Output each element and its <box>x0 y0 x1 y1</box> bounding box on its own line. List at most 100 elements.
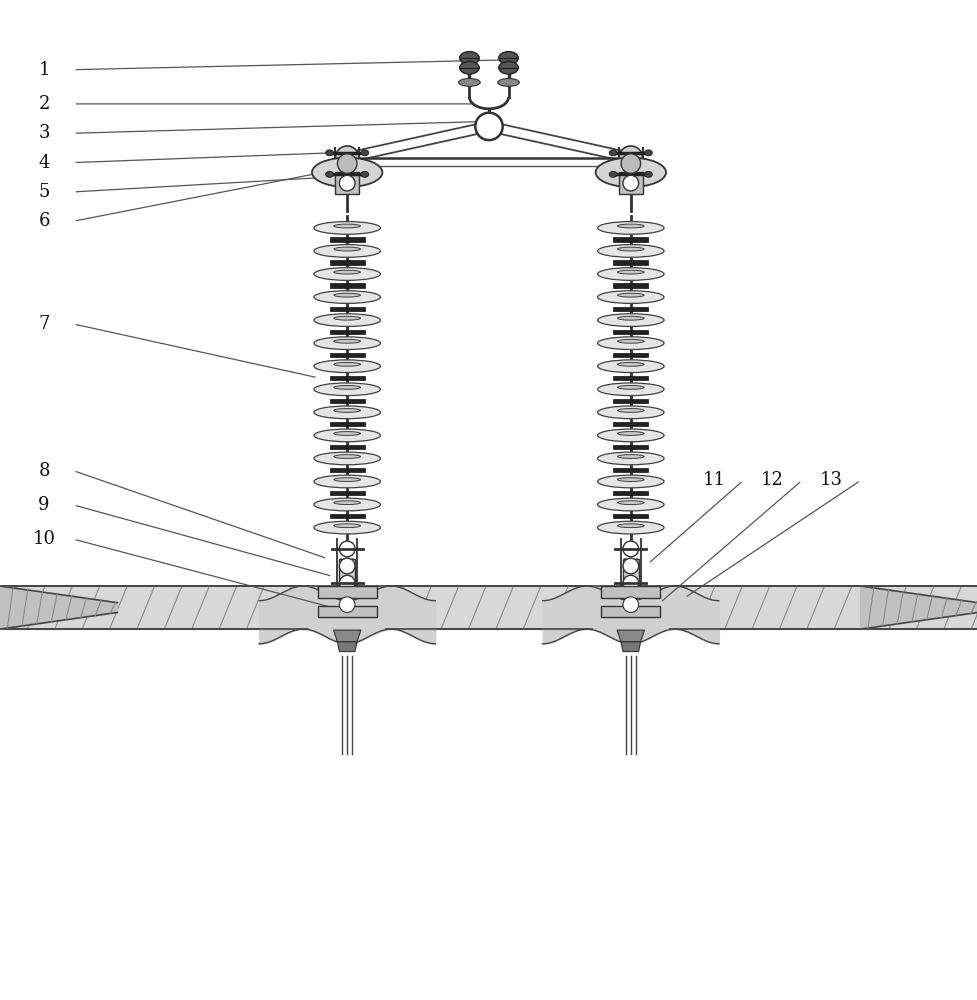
Ellipse shape <box>333 270 361 274</box>
Ellipse shape <box>314 360 380 373</box>
Ellipse shape <box>333 385 361 389</box>
Bar <box>329 399 364 403</box>
Bar <box>329 376 364 380</box>
Bar <box>329 283 364 288</box>
Bar <box>329 353 364 357</box>
Ellipse shape <box>333 524 361 528</box>
Text: 10: 10 <box>32 530 56 548</box>
Polygon shape <box>620 642 640 652</box>
Circle shape <box>622 575 638 591</box>
Ellipse shape <box>597 521 663 534</box>
Bar <box>613 468 648 472</box>
Ellipse shape <box>644 150 652 156</box>
Ellipse shape <box>333 478 361 481</box>
Ellipse shape <box>314 245 380 257</box>
Ellipse shape <box>361 150 368 156</box>
Ellipse shape <box>333 455 361 458</box>
Text: 5: 5 <box>38 183 50 201</box>
Ellipse shape <box>314 452 380 465</box>
Ellipse shape <box>595 158 665 187</box>
Ellipse shape <box>616 224 644 228</box>
Text: 7: 7 <box>38 315 50 333</box>
Ellipse shape <box>644 171 652 177</box>
Ellipse shape <box>314 429 380 442</box>
Bar <box>622 559 638 593</box>
Circle shape <box>339 597 355 612</box>
Ellipse shape <box>314 383 380 396</box>
Ellipse shape <box>609 171 616 177</box>
Ellipse shape <box>616 409 644 412</box>
Ellipse shape <box>333 501 361 505</box>
Circle shape <box>622 541 638 557</box>
Ellipse shape <box>616 385 644 389</box>
Ellipse shape <box>616 478 644 481</box>
Ellipse shape <box>312 158 382 187</box>
Ellipse shape <box>314 498 380 511</box>
Ellipse shape <box>314 291 380 303</box>
Polygon shape <box>333 630 361 642</box>
Bar <box>329 422 364 426</box>
Ellipse shape <box>616 339 644 343</box>
Bar <box>613 514 648 518</box>
Circle shape <box>339 175 355 191</box>
Ellipse shape <box>314 406 380 419</box>
Ellipse shape <box>333 362 361 366</box>
Bar <box>613 283 648 288</box>
Text: 12: 12 <box>760 471 784 489</box>
Ellipse shape <box>314 337 380 350</box>
Ellipse shape <box>497 78 519 86</box>
Ellipse shape <box>597 406 663 419</box>
Ellipse shape <box>314 475 380 488</box>
Bar <box>329 307 364 311</box>
Bar <box>329 330 364 334</box>
Circle shape <box>475 113 502 140</box>
Ellipse shape <box>314 268 380 280</box>
Ellipse shape <box>597 314 663 326</box>
Ellipse shape <box>616 362 644 366</box>
Ellipse shape <box>314 222 380 234</box>
Bar <box>601 606 659 617</box>
Ellipse shape <box>333 293 361 297</box>
Bar <box>601 586 659 598</box>
Bar <box>329 445 364 449</box>
Ellipse shape <box>616 501 644 505</box>
Ellipse shape <box>597 429 663 442</box>
Ellipse shape <box>597 360 663 373</box>
Ellipse shape <box>333 316 361 320</box>
Polygon shape <box>337 642 357 652</box>
Bar <box>613 376 648 380</box>
Ellipse shape <box>314 521 380 534</box>
Ellipse shape <box>498 61 518 74</box>
Text: 13: 13 <box>819 471 842 489</box>
Bar <box>318 586 376 598</box>
Bar <box>613 330 648 334</box>
Bar <box>339 559 355 593</box>
Bar <box>613 353 648 357</box>
Ellipse shape <box>498 52 518 64</box>
Text: 3: 3 <box>38 124 50 142</box>
Ellipse shape <box>333 224 361 228</box>
Ellipse shape <box>616 316 644 320</box>
Text: 2: 2 <box>38 95 50 113</box>
Bar <box>329 514 364 518</box>
Ellipse shape <box>597 498 663 511</box>
Text: 11: 11 <box>701 471 725 489</box>
Text: 9: 9 <box>38 496 50 514</box>
Polygon shape <box>0 586 117 629</box>
Ellipse shape <box>325 150 333 156</box>
Ellipse shape <box>458 78 480 86</box>
Bar <box>318 606 376 617</box>
Ellipse shape <box>597 268 663 280</box>
Bar <box>329 468 364 472</box>
Ellipse shape <box>616 455 644 458</box>
Ellipse shape <box>597 245 663 257</box>
Circle shape <box>337 154 357 173</box>
Ellipse shape <box>333 247 361 251</box>
Bar <box>329 491 364 495</box>
Ellipse shape <box>616 247 644 251</box>
Ellipse shape <box>597 383 663 396</box>
Ellipse shape <box>616 293 644 297</box>
Circle shape <box>622 175 638 191</box>
Ellipse shape <box>597 337 663 350</box>
Circle shape <box>339 558 355 574</box>
